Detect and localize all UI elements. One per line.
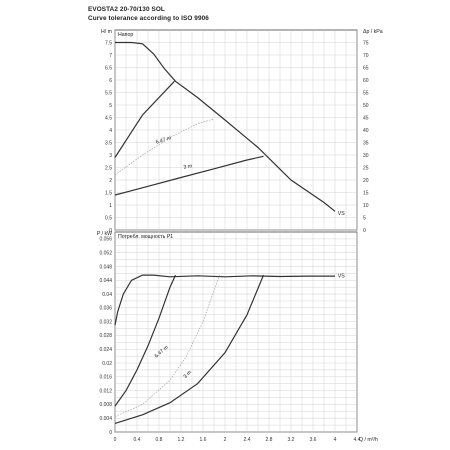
head-yright-tick-label: 45 xyxy=(363,115,369,121)
power-ytick-label: 0.044 xyxy=(99,278,112,284)
head-ytick-label: 2.5 xyxy=(105,165,112,171)
power-ytick-label: 0.048 xyxy=(99,264,112,270)
power-ytick-label: 0.052 xyxy=(99,250,112,256)
power-xtick-label: 0.4 xyxy=(134,437,141,443)
head-series-line-3 xyxy=(114,155,264,196)
power-xtick-label: 2 xyxy=(224,437,227,443)
head-ytick-label: 6.5 xyxy=(105,65,112,71)
head-title: Напор xyxy=(118,32,133,38)
power-xtick-label: 1.6 xyxy=(200,437,207,443)
head-yright-tick-label: 50 xyxy=(363,103,369,109)
head-yright-tick-label: 15 xyxy=(363,190,369,196)
head-series-label-2: 6.47 m xyxy=(155,135,172,145)
head-series-line-2 xyxy=(114,118,215,176)
power-series-label-3: 3 m xyxy=(183,370,193,380)
head-yright-tick-label: 70 xyxy=(363,53,369,59)
head-ylabel: H/ m xyxy=(101,29,112,35)
head-ytick-label: 1.5 xyxy=(105,190,112,196)
head-yright-tick-label: 30 xyxy=(363,153,369,159)
power-xlabel: Q / m³/h xyxy=(359,437,378,443)
head-yright-tick-label: 65 xyxy=(363,65,369,71)
head-ytick-label: 2 xyxy=(109,178,112,184)
head-series-label-3: 3 m xyxy=(183,163,193,170)
power-ylabel: P / kW xyxy=(97,231,112,237)
head-ytick-label: 0 xyxy=(109,228,112,234)
power-ytick-label: 0.008 xyxy=(99,402,112,408)
power-ytick-label: 0.016 xyxy=(99,375,112,381)
chart-header-subtitle: Curve tolerance according to ISO 9906 xyxy=(88,15,209,22)
head-ytick-label: 3.5 xyxy=(105,140,112,146)
head-ytick-label: 0.5 xyxy=(105,215,112,221)
head-yright-tick-label: 75 xyxy=(363,40,369,46)
power-xtick-label: 4.4 xyxy=(354,437,361,443)
head-yright-tick-label: 55 xyxy=(363,90,369,96)
power-ytick-label: 0 xyxy=(109,430,112,436)
power-xtick-label: 3.2 xyxy=(288,437,295,443)
power-ytick-label: 0.036 xyxy=(99,306,112,312)
power-ytick-label: 0.056 xyxy=(99,237,112,243)
head-ytick-label: 7 xyxy=(109,53,112,59)
power-ytick-label: 0.012 xyxy=(99,388,112,394)
head-ytick-label: 4 xyxy=(109,128,112,134)
power-xtick-label: 0.8 xyxy=(156,437,163,443)
head-ytick-label: 6 xyxy=(109,78,112,84)
head-yright-tick-label: 20 xyxy=(363,178,369,184)
power-series-line-0 xyxy=(114,274,335,326)
head-series-line-0 xyxy=(115,41,336,212)
power-xtick-label: 2.4 xyxy=(244,437,251,443)
power-ytick-label: 0.028 xyxy=(99,333,112,339)
head-yright-label: Δp / kPa xyxy=(363,29,383,35)
head-yright-tick-label: 5 xyxy=(363,215,366,221)
power-ytick-label: 0.024 xyxy=(99,347,112,353)
power-xtick-label: 1.2 xyxy=(178,437,185,443)
head-yright-tick-label: 25 xyxy=(363,165,369,171)
power-xtick-label: 3.6 xyxy=(310,437,317,443)
head-ytick-label: 3 xyxy=(109,153,112,159)
head-ytick-label: 5 xyxy=(109,103,112,109)
power-xtick-label: 0 xyxy=(114,437,117,443)
power-series-label-2: 6.47 m xyxy=(154,345,170,360)
head-series-label-0: VS xyxy=(338,211,345,217)
head-yright-tick-label: 10 xyxy=(363,203,369,209)
power-xtick-label: 4 xyxy=(334,437,337,443)
head-ytick-label: 4.5 xyxy=(105,115,112,121)
power-ytick-label: 0.004 xyxy=(99,416,112,422)
power-title: Потребл. мощность P1 xyxy=(118,234,173,240)
head-yright-tick-label: 0 xyxy=(363,228,366,234)
head-ytick-label: 7.5 xyxy=(105,40,112,46)
power-ytick-label: 0.032 xyxy=(99,319,112,325)
head-ytick-label: 1 xyxy=(109,203,112,209)
head-yright-tick-label: 40 xyxy=(363,128,369,134)
power-ytick-label: 0.02 xyxy=(102,361,112,367)
head-yright-tick-label: 35 xyxy=(363,140,369,146)
power-series-label-0: VS xyxy=(338,274,345,280)
power-series-line-3 xyxy=(114,274,265,424)
chart-header-title: EVOSTA2 20-70/130 SOL xyxy=(88,6,165,13)
power-ytick-label: 0.04 xyxy=(102,292,112,298)
power-series-line-1 xyxy=(114,274,177,407)
power-xtick-label: 2.8 xyxy=(266,437,273,443)
head-yright-tick-label: 60 xyxy=(363,78,369,84)
head-series-line-1 xyxy=(114,80,175,158)
power-series-line-2 xyxy=(114,274,220,417)
head-ytick-label: 5.5 xyxy=(105,90,112,96)
